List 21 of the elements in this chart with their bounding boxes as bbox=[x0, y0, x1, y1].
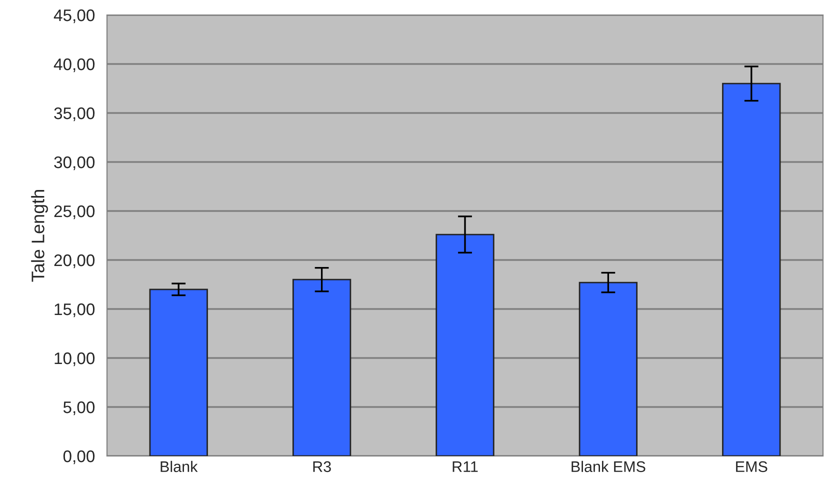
y-tick-label: 40,00 bbox=[54, 58, 95, 72]
y-tick-label: 20,00 bbox=[54, 254, 95, 268]
x-tick-label: R11 bbox=[452, 461, 478, 472]
x-tick-label: EMS bbox=[736, 461, 768, 472]
x-tick-label: R3 bbox=[313, 461, 331, 472]
bar bbox=[722, 82, 781, 456]
y-axis-title: Tale Length bbox=[31, 190, 48, 282]
y-tick-label: 30,00 bbox=[54, 156, 95, 170]
y-tick-label: 35,00 bbox=[54, 107, 95, 122]
x-tick-label: Blank EMS bbox=[572, 460, 646, 472]
bar bbox=[292, 278, 352, 456]
y-tick-label: 45,00 bbox=[54, 9, 95, 24]
x-tick-label: Blank bbox=[160, 460, 198, 472]
y-tick-label: 15,00 bbox=[54, 303, 95, 318]
y-tick-label: 5,00 bbox=[63, 401, 95, 416]
y-tick-label: 0,00 bbox=[63, 450, 95, 464]
y-tick-label: 10,00 bbox=[54, 352, 95, 366]
bar bbox=[578, 282, 638, 456]
y-tick-label: 25,00 bbox=[54, 205, 95, 220]
bar bbox=[436, 234, 494, 456]
bar bbox=[149, 288, 208, 456]
